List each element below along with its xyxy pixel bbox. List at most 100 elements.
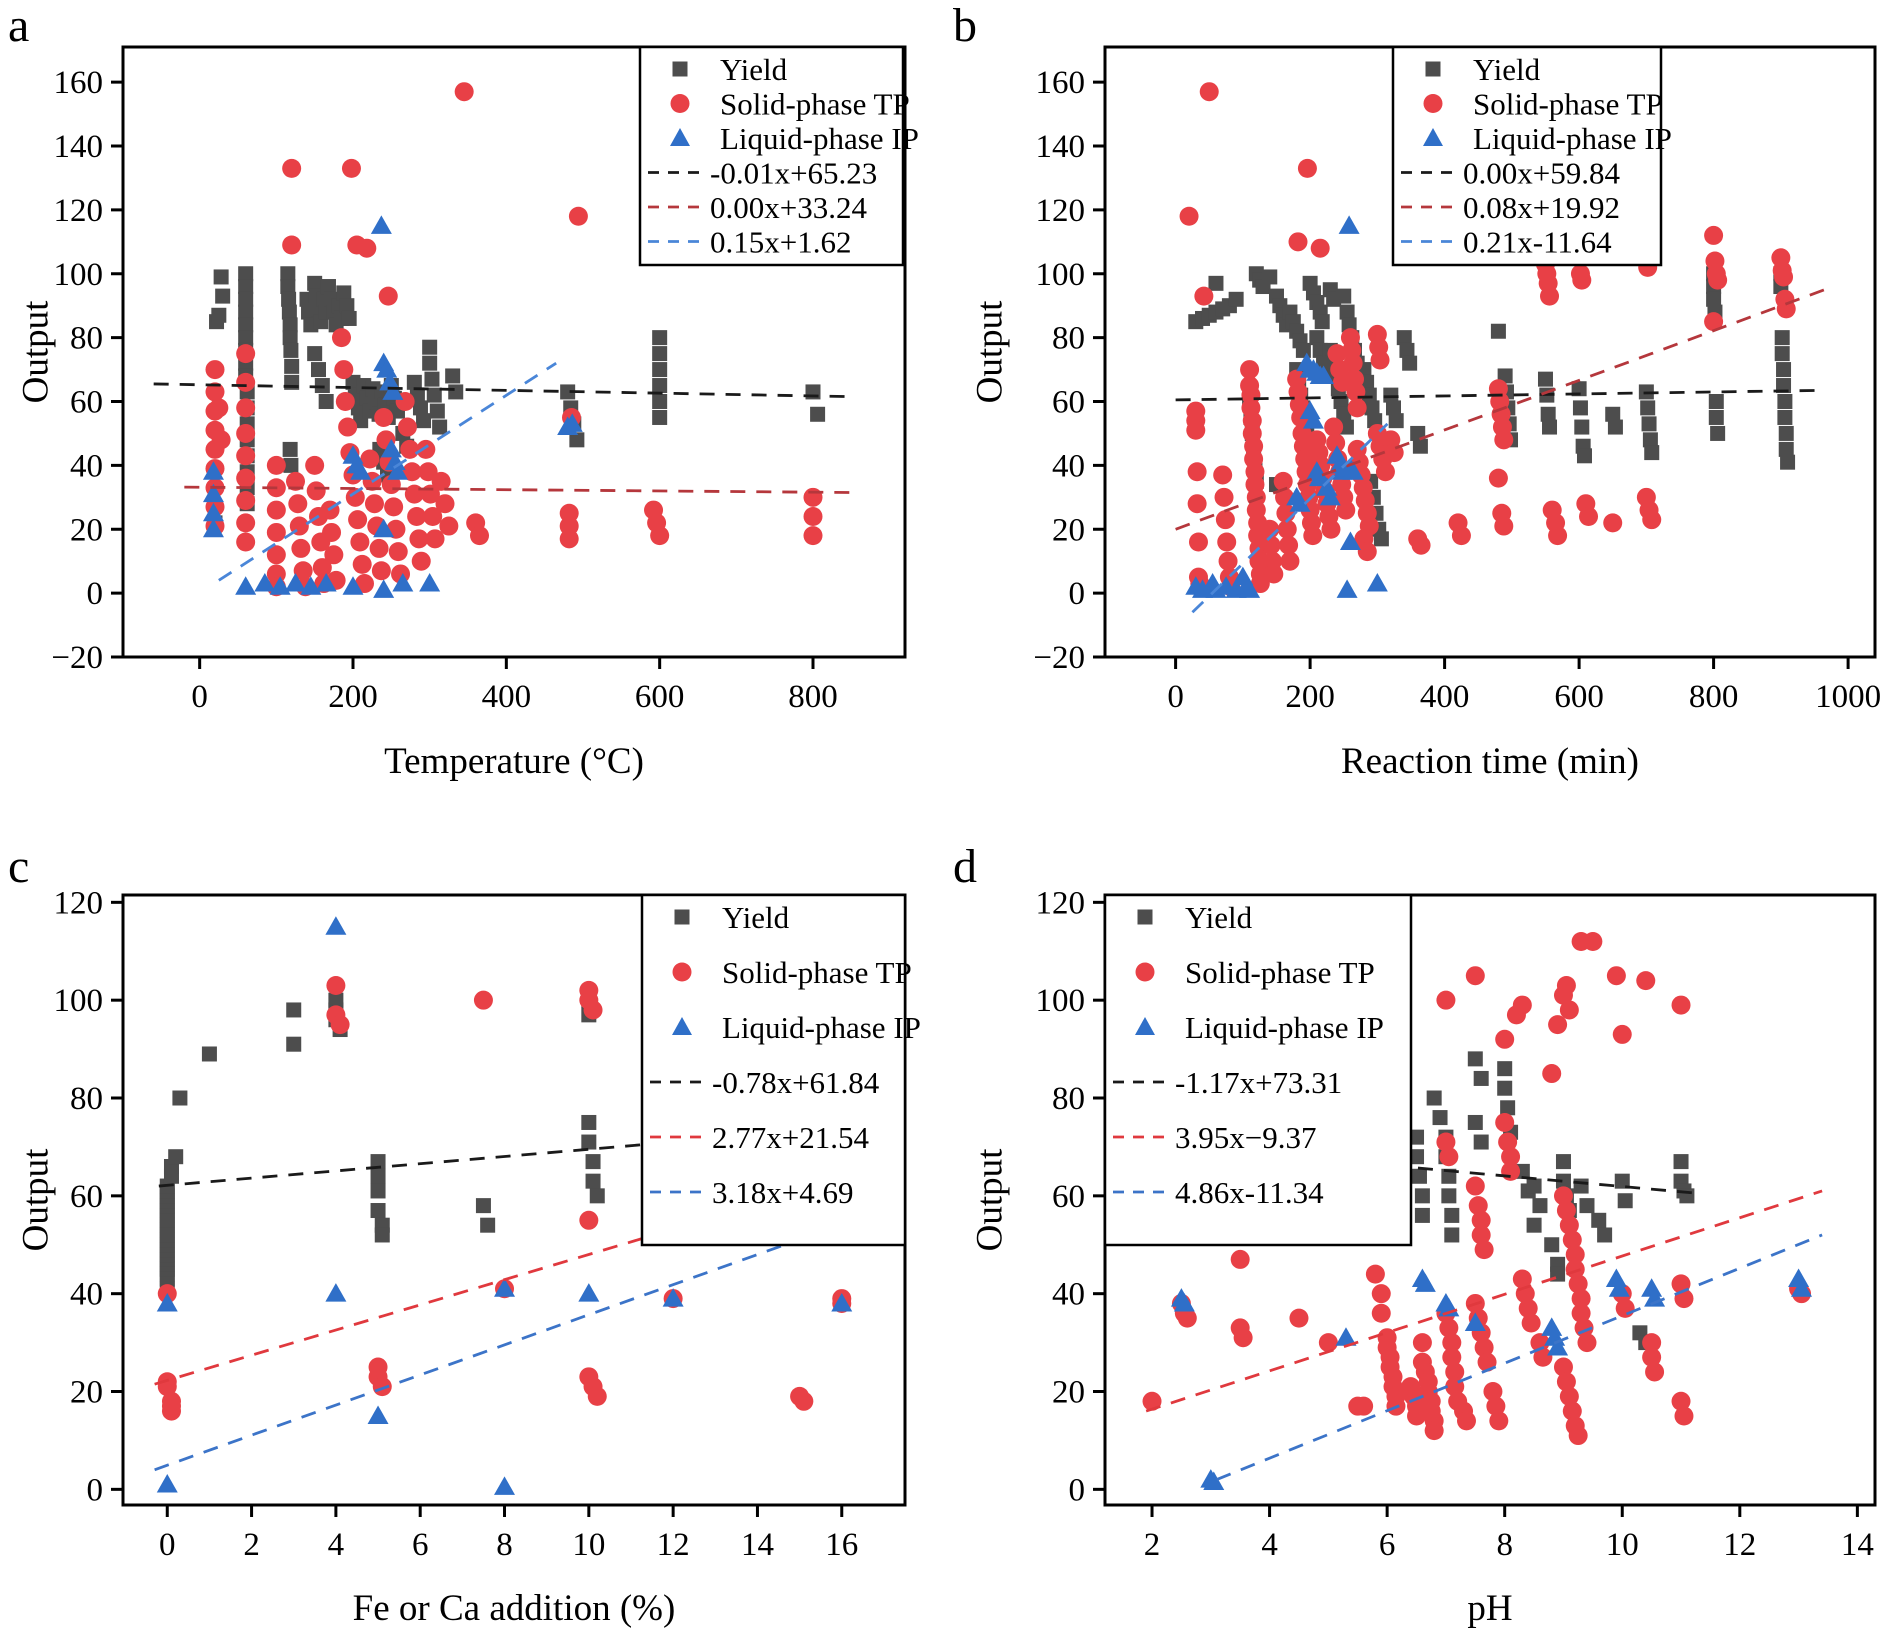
svg-text:160: 160 (54, 65, 104, 101)
svg-text:0: 0 (1069, 576, 1086, 612)
panel-b: b 0 200 400 600 800 1000 −20 0 20 40 60 80 100 120 140… (945, 0, 1889, 817)
legend-entry: 0.21x-11.64 (1401, 225, 1612, 260)
legend-entry: 4.86x-11.34 (1113, 1175, 1324, 1210)
x-axis-label: pH (1467, 1588, 1513, 1629)
svg-text:140: 140 (1036, 129, 1086, 165)
svg-text:100: 100 (54, 983, 104, 1019)
legend-entry: Liquid-phase IP (670, 121, 919, 156)
panel-d-plot: 2 4 6 8 10 12 14 0 20 40 60 80 100 120 Yield Solid-phas… (1036, 885, 1877, 1563)
svg-text:80: 80 (70, 1081, 103, 1117)
y-axis-label: Output (969, 300, 1011, 404)
svg-text:120: 120 (54, 885, 104, 921)
svg-text:20: 20 (70, 512, 103, 548)
panel-d: d 2 4 6 8 10 12 14 0 20 40 60 80 100 120 Yield Solid-ph… (945, 817, 1889, 1634)
panel-letter: b (953, 0, 977, 52)
svg-text:12: 12 (1723, 1527, 1756, 1563)
svg-text:3.18x+4.69: 3.18x+4.69 (712, 1175, 853, 1210)
y-ticks: 0 20 40 60 80 100 120 (1036, 885, 1105, 1508)
panel-c-plot: 0 2 4 6 8 10 12 14 16 0 20 40 60 80 100 120 Yield Solid-p… (54, 885, 921, 1563)
svg-text:6: 6 (1379, 1527, 1396, 1563)
y-ticks: −20 0 20 40 60 80 100 120 140 160 (51, 65, 123, 676)
svg-text:120: 120 (1036, 885, 1086, 921)
legend: Yield Solid-phase TP Liquid-phase IP -0.78x… (640, 893, 921, 1247)
legend-entry: 0.00x+59.84 (1401, 156, 1620, 191)
svg-text:Solid-phase TP: Solid-phase TP (720, 87, 910, 122)
svg-text:14: 14 (1841, 1527, 1874, 1563)
svg-text:400: 400 (1420, 679, 1470, 715)
svg-text:10: 10 (572, 1527, 605, 1563)
svg-text:0: 0 (87, 1472, 104, 1508)
svg-text:60: 60 (1052, 1179, 1085, 1215)
svg-text:Yield: Yield (722, 900, 790, 935)
svg-text:80: 80 (70, 321, 103, 357)
panel-letter: d (953, 840, 977, 893)
panel-letter: a (8, 0, 30, 52)
svg-text:140: 140 (54, 129, 104, 165)
svg-text:0: 0 (1069, 1472, 1086, 1508)
legend-entry: Yield (1425, 52, 1541, 87)
legend-entry: Liquid-phase IP (1423, 121, 1672, 156)
legend-entry: Liquid-phase IP (1135, 1010, 1384, 1045)
legend-entry: 0.15x+1.62 (648, 225, 851, 260)
plot-frame (121, 45, 907, 659)
x-axis-label: Temperature (°C) (384, 741, 644, 782)
svg-text:60: 60 (1052, 385, 1085, 421)
y-ticks: −20 0 20 40 60 80 100 120 140 160 (1033, 65, 1105, 676)
svg-text:20: 20 (1052, 512, 1085, 548)
svg-text:800: 800 (1689, 679, 1739, 715)
svg-text:Yield: Yield (720, 52, 788, 87)
svg-text:-0.01x+65.23: -0.01x+65.23 (710, 156, 877, 191)
svg-text:12: 12 (657, 1527, 690, 1563)
svg-text:14: 14 (741, 1527, 774, 1563)
x-axis-label: Reaction time (min) (1341, 741, 1639, 782)
svg-text:40: 40 (1052, 448, 1085, 484)
svg-text:100: 100 (54, 257, 104, 293)
series-solid-phase-tp (1142, 931, 1812, 1446)
legend-entry: Yield (674, 900, 790, 935)
x-axis-label: Fe or Ca addition (%) (352, 1588, 676, 1629)
legend-entry: Yield (1137, 900, 1253, 935)
x-ticks: 0 200 400 600 800 1000 (1167, 657, 1881, 715)
legend-entry: Yield (672, 52, 788, 87)
svg-text:40: 40 (1052, 1277, 1085, 1313)
legend-entry: 2.77x+21.54 (650, 1120, 869, 1155)
svg-text:120: 120 (54, 193, 104, 229)
svg-text:Solid-phase TP: Solid-phase TP (1473, 87, 1663, 122)
svg-text:-0.78x+61.84: -0.78x+61.84 (712, 1065, 880, 1100)
svg-text:20: 20 (1052, 1375, 1085, 1411)
panel-letter: c (8, 840, 30, 893)
svg-text:40: 40 (70, 448, 103, 484)
legend-entry: -1.17x+73.31 (1113, 1065, 1342, 1100)
svg-text:60: 60 (70, 385, 103, 421)
svg-text:2.77x+21.54: 2.77x+21.54 (712, 1120, 869, 1155)
series-liquid-phase-ip (202, 215, 583, 598)
svg-text:0: 0 (87, 576, 104, 612)
svg-text:16: 16 (825, 1527, 858, 1563)
svg-text:0.21x-11.64: 0.21x-11.64 (1463, 225, 1612, 260)
svg-text:0: 0 (1167, 679, 1184, 715)
panel-a-plot: 0 200 400 600 800 −20 0 20 40 60 80 100 120 140 160 Yie… (51, 45, 919, 715)
x-ticks: 0 200 400 600 800 (191, 657, 838, 715)
svg-text:60: 60 (70, 1179, 103, 1215)
svg-text:-1.17x+73.31: -1.17x+73.31 (1175, 1065, 1342, 1100)
legend-entry: 3.95x−9.37 (1113, 1120, 1316, 1155)
legend-entry: Solid-phase TP (672, 955, 912, 990)
svg-text:8: 8 (496, 1527, 513, 1563)
svg-text:4: 4 (1261, 1527, 1278, 1563)
y-axis-label: Output (15, 300, 57, 404)
svg-text:Liquid-phase IP: Liquid-phase IP (722, 1010, 921, 1045)
svg-text:100: 100 (1036, 983, 1086, 1019)
legend-entry: 3.18x+4.69 (650, 1175, 853, 1210)
svg-text:Liquid-phase IP: Liquid-phase IP (1185, 1010, 1384, 1045)
legend-entry: 0.00x+33.24 (648, 190, 867, 225)
svg-text:200: 200 (328, 679, 378, 715)
legend-entry: Liquid-phase IP (672, 1010, 921, 1045)
svg-text:3.95x−9.37: 3.95x−9.37 (1175, 1120, 1316, 1155)
svg-text:20: 20 (70, 1375, 103, 1411)
legend-entry: -0.78x+61.84 (650, 1065, 880, 1100)
y-ticks: 0 20 40 60 80 100 120 (54, 885, 123, 1508)
legend-entry: Solid-phase TP (670, 87, 910, 122)
svg-text:Liquid-phase IP: Liquid-phase IP (720, 121, 919, 156)
